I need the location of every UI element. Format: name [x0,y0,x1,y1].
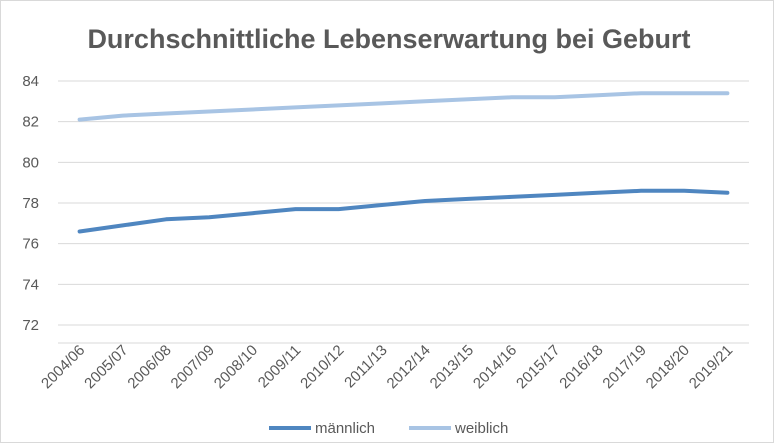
legend-label: männlich [315,420,375,437]
legend-label: weiblich [454,420,508,437]
series-line [77,91,730,122]
y-axis: 72 74 76 78 80 82 84 [22,73,39,334]
y-tick-label: 72 [22,317,39,334]
y-tick-label: 84 [22,73,39,90]
legend: männlich weiblich [269,420,508,437]
x-tick-label: 2006/08 [124,342,174,392]
x-tick-label: 2004/06 [38,342,88,392]
x-tick-label: 2016/18 [556,342,606,392]
x-tick-label: 2008/10 [211,342,261,392]
x-tick-label: 2014/16 [470,342,520,392]
y-tick-label: 78 [22,195,39,212]
x-tick-label: 2017/19 [599,342,649,392]
x-tick-label: 2009/11 [255,342,305,392]
chart-title: Durchschnittliche Lebenserwartung bei Ge… [87,24,690,54]
x-tick-label: 2013/15 [427,342,477,392]
y-tick-label: 74 [22,276,39,293]
gridlines [58,80,749,326]
x-tick-label: 2015/17 [513,342,563,392]
x-tick-label: 2011/13 [341,342,391,392]
x-tick-label: 2005/07 [81,342,131,392]
series-lines [77,91,730,234]
x-tick-label: 2012/14 [384,342,434,392]
x-tick-label: 2019/21 [686,342,736,392]
x-tick-labels: 2004/062005/072006/082007/092008/102009/… [38,342,736,392]
y-tick-label: 76 [22,236,39,253]
y-tick-label: 80 [22,154,39,171]
y-tick-label: 82 [22,114,39,131]
x-tick-label: 2018/20 [643,342,693,392]
x-tick-label: 2010/12 [297,342,347,392]
series-line [77,188,730,234]
x-tick-label: 2007/09 [168,342,218,392]
